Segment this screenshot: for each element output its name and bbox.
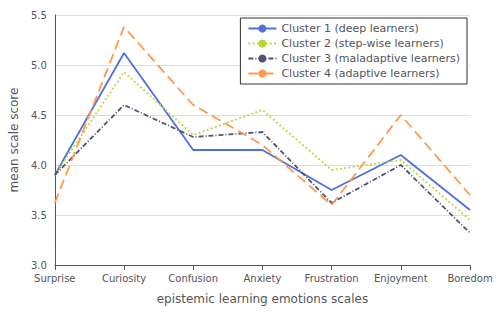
- svg-text:3.5: 3.5: [31, 210, 47, 221]
- svg-text:Anxiety: Anxiety: [243, 273, 281, 284]
- svg-text:Cluster 1 (deep learners): Cluster 1 (deep learners): [281, 22, 419, 35]
- svg-text:5.5: 5.5: [31, 10, 47, 21]
- svg-text:Frustration: Frustration: [305, 273, 359, 284]
- svg-text:mean scale score: mean scale score: [7, 88, 21, 193]
- svg-text:Curiosity: Curiosity: [102, 273, 146, 284]
- svg-text:3.0: 3.0: [31, 260, 47, 271]
- svg-text:Boredom: Boredom: [447, 273, 492, 284]
- svg-text:epistemic learning emotions sc: epistemic learning emotions scales: [157, 292, 369, 306]
- svg-text:Confusion: Confusion: [168, 273, 218, 284]
- svg-text:Cluster 3 (maladaptive learner: Cluster 3 (maladaptive learners): [281, 52, 460, 65]
- svg-text:4.5: 4.5: [31, 110, 47, 121]
- svg-text:Cluster 4 (adaptive learners): Cluster 4 (adaptive learners): [281, 67, 439, 80]
- svg-text:Enjoyment: Enjoyment: [374, 273, 428, 284]
- svg-text:5.0: 5.0: [31, 60, 47, 71]
- svg-text:4.0: 4.0: [31, 160, 47, 171]
- svg-text:Surprise: Surprise: [34, 273, 75, 284]
- svg-text:Cluster 2 (step-wise learners): Cluster 2 (step-wise learners): [281, 37, 443, 50]
